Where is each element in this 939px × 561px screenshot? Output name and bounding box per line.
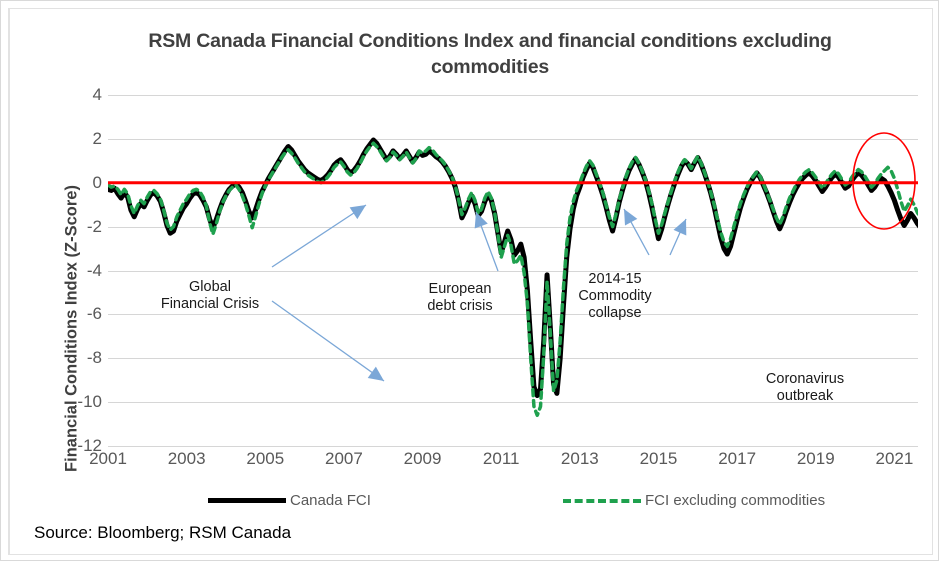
series-line <box>108 137 918 399</box>
y-axis-tick-labels: 4 2 0 -2 -4 -6 -8 -10 -12 <box>56 85 102 455</box>
x-axis-tick-label: 2001 <box>89 449 127 468</box>
gridline <box>108 270 918 272</box>
legend-swatch-dashed-green <box>563 498 641 503</box>
plot-area: Global Financial Crisis European debt cri… <box>108 95 918 447</box>
series-line <box>108 141 918 418</box>
chart-title: RSM Canada Financial Conditions Index an… <box>148 30 832 78</box>
y-axis-tick-label: -8 <box>86 348 102 368</box>
chart-inner-border: RSM Canada Financial Conditions Index an… <box>8 8 933 555</box>
legend-swatch-solid-black <box>208 498 286 503</box>
gridline <box>108 226 918 228</box>
chart-legend: Canada FCI FCI excluding commodities <box>108 492 918 518</box>
x-axis-tick-label: 2013 <box>560 449 599 468</box>
annotation-european-debt-crisis: European debt crisis <box>427 281 493 314</box>
x-axis-tick-label: 2019 <box>796 449 835 468</box>
source-note: Source: Bloomberg; RSM Canada <box>34 523 292 542</box>
series-canvas <box>108 132 918 418</box>
x-axis-tick-label: 2005 <box>246 449 285 468</box>
y-axis-tick-label: 2 <box>92 128 102 148</box>
y-axis-tick-label: 4 <box>92 85 102 104</box>
legend-item: Canada FCI <box>208 492 371 509</box>
annotation-commodity-collapse: 2014-15 Commodity collapse <box>578 271 652 321</box>
gridline <box>108 314 918 316</box>
gridline <box>108 138 918 140</box>
annotation-arrow <box>474 211 499 272</box>
x-axis-tick-labels: 2001 2003 2005 2007 2009 2011 2013 2015 2017 2019… <box>89 449 918 479</box>
x-axis-tick-label: 2011 <box>482 449 520 468</box>
legend-label: Canada FCI <box>290 492 371 509</box>
gridline <box>108 446 918 447</box>
x-axis-tick-label: 2009 <box>403 449 442 468</box>
gridline <box>108 402 918 404</box>
x-axis-tick-label: 2017 <box>718 449 757 468</box>
y-axis-tick-label: 0 <box>92 172 102 192</box>
annotation-coronavirus-outbreak: Coronavirus outbreak <box>765 371 845 404</box>
annotation-global-financial-crisis: Global Financial Crisis <box>160 279 260 312</box>
gridline <box>108 95 918 96</box>
y-axis-tick-label: -6 <box>86 304 102 324</box>
highlight-ellipse <box>852 132 916 230</box>
x-axis-tick-label: 2007 <box>325 449 363 468</box>
x-axis-tick-label: 2015 <box>639 449 678 468</box>
y-axis-tick-label: -4 <box>86 260 102 280</box>
annotation-arrow <box>271 204 367 268</box>
legend-label: FCI excluding commodities <box>645 492 826 509</box>
annotation-arrow <box>271 300 385 382</box>
x-axis-tick-label: 2021 <box>875 449 914 468</box>
y-axis-tick-label: -12 <box>77 436 102 455</box>
gridline <box>108 358 918 360</box>
annotation-arrow <box>623 208 650 256</box>
legend-item: FCI excluding commodities <box>563 492 825 509</box>
x-axis-tick-label: 2003 <box>167 449 206 468</box>
y-axis-tick-label: -2 <box>86 216 102 236</box>
annotation-arrow <box>669 218 687 256</box>
y-axis-tick-label: -10 <box>77 392 102 412</box>
